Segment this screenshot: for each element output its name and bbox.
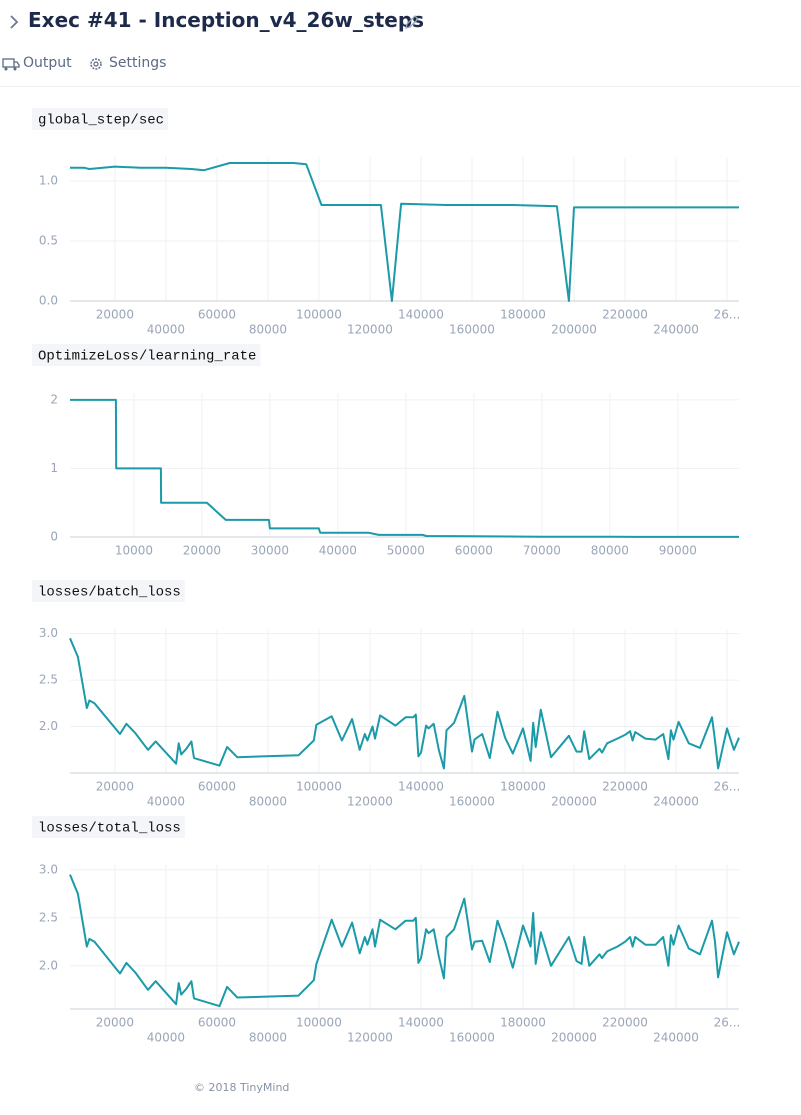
x-tick-label: 120000 <box>347 795 393 809</box>
x-tick-label: 220000 <box>602 780 648 794</box>
x-tick-label: 220000 <box>602 1016 648 1030</box>
x-tick-label: 20000 <box>96 780 134 794</box>
chart-title-bg <box>32 580 185 602</box>
x-tick-label: 160000 <box>449 323 495 337</box>
x-tick-label: 60000 <box>198 308 236 322</box>
chart-title: global_step/sec <box>38 113 164 129</box>
y-tick-label: 2 <box>50 392 58 406</box>
x-tick-label: 180000 <box>500 308 546 322</box>
x-tick-label: 40000 <box>147 1031 185 1045</box>
data-line <box>69 637 740 770</box>
tab-settings[interactable]: Settings <box>109 55 167 71</box>
x-tick-label: 140000 <box>398 780 444 794</box>
y-tick-label: 0.5 <box>39 234 58 248</box>
settings-icon <box>90 58 102 70</box>
x-tick-label: 100000 <box>296 308 342 322</box>
y-tick-label: 0.0 <box>39 294 58 308</box>
chart-title: losses/batch_loss <box>38 585 181 601</box>
output-icon <box>2 58 20 71</box>
chart: OptimizeLoss/learning_rate 10000 20000 3000… <box>32 344 740 558</box>
x-tick-label: 80000 <box>249 323 287 337</box>
x-tick-label: 80000 <box>591 544 629 558</box>
chart-title-bg <box>32 344 261 366</box>
chart: losses/total_loss 20000 40000 60000 80000 100… <box>32 816 741 1045</box>
x-tick-label: 40000 <box>147 795 185 809</box>
edit-icon[interactable] <box>404 14 420 30</box>
x-tick-label: 60000 <box>198 780 236 794</box>
x-tick-label: 120000 <box>347 1031 393 1045</box>
x-tick-label: 200000 <box>551 1031 597 1045</box>
x-tick-label: 200000 <box>551 795 597 809</box>
x-tick-label: 100000 <box>296 780 342 794</box>
x-tick-label: 240000 <box>653 323 699 337</box>
chart: global_step/sec 20000 40000 60000 80000 10000… <box>32 108 741 337</box>
y-tick-label: 0 <box>50 530 58 544</box>
x-tick-label: 20000 <box>96 308 134 322</box>
x-tick-label: 26... <box>714 1016 741 1030</box>
x-tick-label: 160000 <box>449 795 495 809</box>
x-tick-label: 26... <box>714 308 741 322</box>
x-tick-label: 140000 <box>398 308 444 322</box>
chart-title-bg <box>32 816 185 838</box>
x-tick-label: 90000 <box>659 544 697 558</box>
x-tick-label: 120000 <box>347 323 393 337</box>
x-tick-label: 160000 <box>449 1031 495 1045</box>
x-tick-label: 10000 <box>115 544 153 558</box>
x-tick-label: 40000 <box>319 544 357 558</box>
y-tick-label: 2.0 <box>39 719 58 733</box>
x-tick-label: 60000 <box>455 544 493 558</box>
x-tick-label: 80000 <box>249 795 287 809</box>
x-tick-label: 40000 <box>147 323 185 337</box>
x-tick-label: 220000 <box>602 308 648 322</box>
data-line <box>70 162 739 302</box>
x-tick-label: 240000 <box>653 1031 699 1045</box>
tab-output[interactable]: Output <box>23 55 72 71</box>
footer: © 2018 TinyMind <box>194 1081 290 1094</box>
data-line <box>69 874 740 1008</box>
y-tick-label: 2.5 <box>39 910 58 924</box>
x-tick-label: 80000 <box>249 1031 287 1045</box>
x-tick-label: 30000 <box>251 544 289 558</box>
x-tick-label: 200000 <box>551 323 597 337</box>
x-tick-label: 20000 <box>96 1016 134 1030</box>
x-tick-label: 100000 <box>296 1016 342 1030</box>
chart-title-bg <box>32 108 168 130</box>
x-tick-label: 20000 <box>183 544 221 558</box>
chart: losses/batch_loss 20000 40000 60000 80000 100… <box>32 580 741 809</box>
chart-title: losses/total_loss <box>38 821 181 837</box>
x-tick-label: 50000 <box>387 544 425 558</box>
data-line <box>70 398 740 538</box>
y-tick-label: 1.0 <box>39 174 58 188</box>
exec-title: Exec #41 - Inception_v4_26w_steps <box>28 8 425 32</box>
y-tick-label: 2.5 <box>39 673 58 687</box>
x-tick-label: 180000 <box>500 780 546 794</box>
header: Exec #41 - Inception_v4_26w_steps Output… <box>0 0 801 87</box>
x-tick-label: 26... <box>714 780 741 794</box>
x-tick-label: 70000 <box>523 544 561 558</box>
x-tick-label: 180000 <box>500 1016 546 1030</box>
y-tick-label: 2.0 <box>39 958 58 972</box>
y-tick-label: 3.0 <box>39 862 58 876</box>
x-tick-label: 240000 <box>653 795 699 809</box>
y-tick-label: 1 <box>50 461 58 475</box>
y-tick-label: 3.0 <box>39 626 58 640</box>
chevron-icon[interactable] <box>8 12 20 32</box>
chart-title: OptimizeLoss/learning_rate <box>38 349 256 365</box>
x-tick-label: 140000 <box>398 1016 444 1030</box>
x-tick-label: 60000 <box>198 1016 236 1030</box>
